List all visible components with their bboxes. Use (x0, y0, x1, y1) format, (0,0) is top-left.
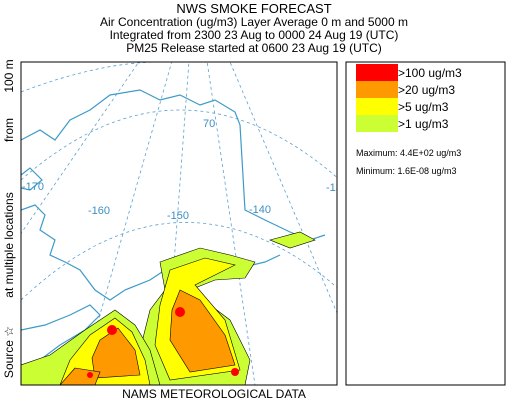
side-label: Source ☆ at multiple locations from 100 … (2, 59, 16, 378)
legend-label: >5 ug/m3 (398, 100, 449, 114)
smoke (21, 231, 316, 385)
legend-label: >1 ug/m3 (398, 117, 449, 131)
side-text: Source ☆ (2, 326, 16, 378)
side-text: at multiple locations (2, 192, 16, 297)
subtitle: PM25 Release started at 0600 23 Aug 19 (… (126, 41, 381, 55)
maximum: Maximum: 4.4E+02 ug/m3 (356, 148, 461, 158)
map-label: -130 (326, 182, 348, 194)
map-label: 70 (203, 118, 215, 130)
legend-swatch (356, 81, 398, 98)
legend-swatch (356, 64, 398, 81)
subtitle: Air Concentration (ug/m3) Layer Average … (100, 15, 408, 29)
legend-label: >100 ug/m3 (398, 66, 462, 80)
side-text: from (2, 118, 16, 142)
map-label: -160 (88, 205, 110, 217)
map-label: -170 (22, 181, 44, 193)
map-frame (20, 61, 338, 386)
map-label: -140 (249, 204, 271, 216)
minimum: Minimum: 1.6E-08 ug/m3 (356, 166, 457, 176)
legend-swatch (356, 115, 398, 132)
side-text: 100 m (2, 59, 16, 92)
subtitle: Integrated from 2300 23 Aug to 0000 24 A… (110, 28, 399, 42)
legend: >100 ug/m3 >20 ug/m3 >5 ug/m3 >1 ug/m3 (356, 64, 462, 132)
map-label: -150 (167, 210, 189, 222)
map: -170 -160 -150 -140 -130 70 (21, 62, 348, 385)
legend-swatch (356, 98, 398, 115)
title: NWS SMOKE FORECAST (176, 1, 331, 16)
footer: NAMS METEOROLOGICAL DATA (122, 387, 306, 401)
legend-label: >20 ug/m3 (398, 83, 455, 97)
